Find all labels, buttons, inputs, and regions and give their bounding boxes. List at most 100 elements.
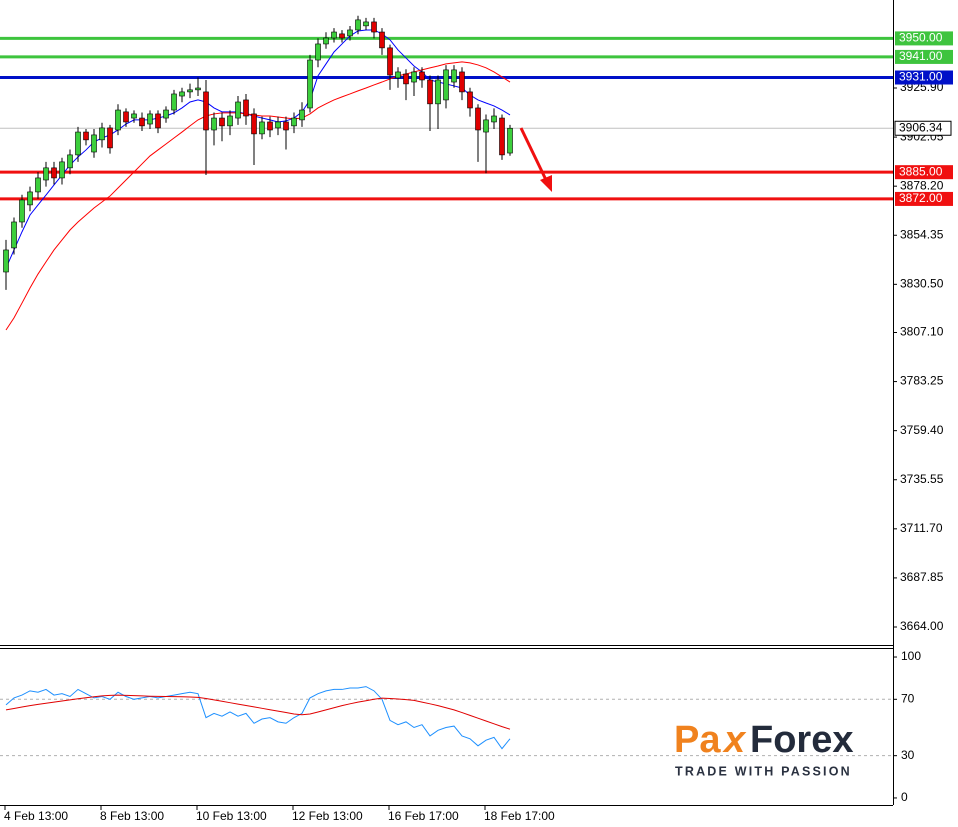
- candle-body: [363, 21, 369, 27]
- candle-body: [139, 117, 145, 127]
- candle-body: [83, 131, 89, 141]
- candle-body: [315, 43, 321, 61]
- moving-average: [5, 61, 511, 331]
- y-tick-label: 3807.10: [900, 325, 944, 339]
- x-tick-label: 16 Feb 17:00: [388, 809, 459, 823]
- candle-body: [27, 191, 33, 206]
- logo-part: Forex: [750, 719, 853, 761]
- candle-body: [443, 69, 449, 101]
- candle-body: [339, 33, 345, 39]
- y-tick-label: 3878.20: [900, 178, 944, 192]
- candle-body: [43, 167, 49, 181]
- candle-body: [291, 117, 297, 127]
- candle-body: [467, 91, 473, 109]
- candle-body: [219, 117, 225, 127]
- y-tick-label: 70: [901, 691, 915, 705]
- candle-body: [379, 31, 385, 49]
- candle-body: [35, 177, 41, 193]
- candle-body: [411, 71, 417, 83]
- level-box: [895, 49, 953, 64]
- candle-body: [163, 109, 169, 119]
- logo-part: Pa: [674, 719, 721, 761]
- level-box: [895, 165, 953, 180]
- candle-body: [331, 31, 337, 39]
- x-tick-label: 10 Feb 13:00: [196, 809, 267, 823]
- candle-body: [19, 199, 25, 223]
- moving-average: [5, 29, 511, 269]
- candle-body: [323, 37, 329, 45]
- candle-body: [75, 131, 81, 156]
- candle-body: [419, 71, 425, 81]
- candle-body: [475, 107, 481, 131]
- candle-body: [227, 115, 233, 127]
- candle-body: [451, 69, 457, 83]
- logo: Pa x Forex TRADE WITH PASSION: [674, 719, 853, 778]
- candle-body: [11, 221, 17, 249]
- last-price-box: [894, 120, 952, 136]
- candle-body: [499, 117, 505, 156]
- arrow-shaft: [519, 127, 549, 183]
- y-tick-label: 3664.00: [900, 619, 944, 633]
- forecast-arrow: [519, 127, 552, 192]
- candle-body: [347, 29, 353, 37]
- oscillator-line: [5, 686, 511, 750]
- candle-body: [307, 59, 313, 109]
- candle-body: [195, 87, 201, 91]
- y-tick-label: 30: [901, 748, 915, 762]
- candle-body: [91, 134, 97, 153]
- candle-body: [267, 121, 273, 131]
- candle-body: [283, 121, 289, 131]
- candle-body: [187, 89, 193, 93]
- oscillator-line: [5, 694, 511, 730]
- candle-body: [427, 79, 433, 105]
- candle-body: [179, 91, 185, 97]
- candle-body: [507, 127, 513, 154]
- level-label: 3872.00: [899, 191, 943, 205]
- y-tick-label: 100: [901, 649, 921, 663]
- candle-body: [99, 127, 105, 141]
- logo-part: x: [722, 719, 747, 761]
- candle-body: [155, 113, 161, 129]
- logo-tagline: TRADE WITH PASSION: [675, 764, 852, 778]
- candle-body: [147, 113, 153, 125]
- level-label: 3931.00: [899, 70, 943, 84]
- candle-body: [371, 21, 377, 33]
- x-tick-label: 12 Feb 13:00: [292, 809, 363, 823]
- candle-body: [435, 79, 441, 105]
- candle-body: [67, 154, 73, 169]
- y-tick-label: 3854.35: [900, 227, 944, 241]
- candle-body: [491, 115, 497, 123]
- y-tick-label: 3783.25: [900, 374, 944, 388]
- x-tick-label: 4 Feb 13:00: [4, 809, 68, 823]
- y-tick-label: 3711.70: [900, 521, 943, 535]
- y-tick-label: 0: [901, 790, 908, 804]
- level-box: [895, 70, 953, 85]
- candle-body: [131, 113, 137, 119]
- y-tick-label: 3759.40: [900, 423, 944, 437]
- x-tick-label: 8 Feb 13:00: [100, 809, 164, 823]
- level-box: [895, 191, 953, 206]
- level-label: 3941.00: [899, 49, 943, 63]
- candle-body: [259, 121, 265, 135]
- candle-body: [251, 113, 257, 135]
- level-box: [895, 31, 953, 46]
- candle-body: [171, 93, 177, 111]
- candle-body: [299, 109, 305, 121]
- candle-body: [115, 109, 121, 131]
- y-tick-label: 3735.55: [900, 472, 944, 486]
- candle-body: [403, 73, 409, 85]
- candle-body: [203, 91, 209, 131]
- candle-body: [459, 71, 465, 93]
- candle-body: [387, 47, 393, 76]
- arrow-head: [540, 175, 552, 192]
- level-label: 3950.00: [899, 31, 943, 45]
- candle-body: [123, 111, 129, 123]
- candle-body: [211, 117, 217, 131]
- level-label: 3885.00: [899, 164, 943, 178]
- last-price-label: 3906.34: [899, 120, 943, 134]
- candle-body: [3, 249, 9, 273]
- y-tick-label: 3830.50: [900, 277, 944, 291]
- x-tick-label: 18 Feb 17:00: [484, 809, 555, 823]
